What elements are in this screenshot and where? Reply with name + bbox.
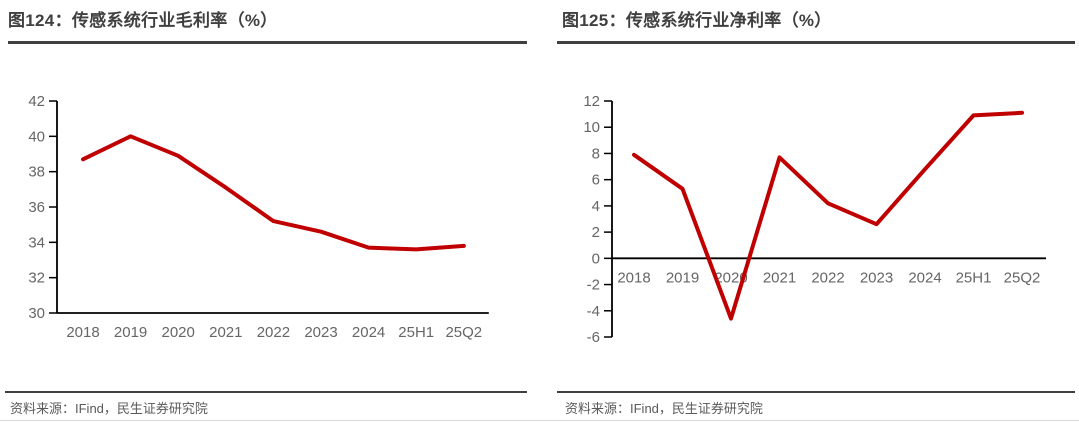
x-category-label: 2023 xyxy=(304,324,337,341)
chart2-source: 资料来源：IFind，民生证券研究院 xyxy=(565,401,763,416)
x-category-label: 2020 xyxy=(162,324,195,341)
chart2-title: 图125：传感系统行业净利率（%） xyxy=(562,11,832,30)
net-margin-line-chart: -6 -4 -2 0 2 4 6 8 10 12 2018 2019 2020 2021 2022 2023 2… xyxy=(583,93,1046,346)
chart1-title: 图124：传感系统行业毛利率（%） xyxy=(8,11,278,30)
x-category-label: 2024 xyxy=(352,324,385,341)
gross-margin-line-chart: 30 32 34 36 38 40 42 2018 2019 2020 2021 2022 2023 20… xyxy=(28,93,489,341)
y-tick-label: -6 xyxy=(587,329,600,346)
chart1-source: 资料来源：IFind，民生证券研究院 xyxy=(10,401,208,416)
y-tick-label: 40 xyxy=(28,128,45,145)
y-tick-label: -4 xyxy=(587,303,600,320)
x-category-label: 25Q2 xyxy=(1004,269,1041,286)
x-category-label: 2024 xyxy=(908,269,941,286)
y-tick-label: 36 xyxy=(28,199,45,216)
x-category-label: 2021 xyxy=(763,269,796,286)
chart2-title-rule xyxy=(557,41,1075,44)
y-tick-label: 30 xyxy=(28,305,45,322)
x-category-label: 2022 xyxy=(257,324,290,341)
x-category-label: 2018 xyxy=(66,324,99,341)
y-tick-label: 34 xyxy=(28,234,45,251)
x-category-label: 25H1 xyxy=(398,324,434,341)
y-tick-label: 38 xyxy=(28,164,45,181)
y-tick-label: 10 xyxy=(583,119,600,136)
chart1-title-rule xyxy=(8,41,527,44)
data-line xyxy=(81,134,466,252)
x-category-label: 2023 xyxy=(860,269,893,286)
chart2-source-rule xyxy=(557,391,1075,393)
x-category-label: 2018 xyxy=(617,269,650,286)
y-tick-label: -2 xyxy=(587,277,600,294)
y-tick-label: 12 xyxy=(583,93,600,110)
chart1-source-rule xyxy=(5,391,527,393)
y-tick-label: 8 xyxy=(592,145,600,162)
x-category-label: 2022 xyxy=(811,269,844,286)
x-category-label: 2020 xyxy=(714,269,747,286)
y-tick-label: 6 xyxy=(592,172,600,189)
y-tick-label: 2 xyxy=(592,224,600,241)
y-tick-label: 32 xyxy=(28,270,45,287)
x-category-label: 2021 xyxy=(209,324,242,341)
y-tick-label: 0 xyxy=(592,250,600,267)
x-category-label: 25H1 xyxy=(956,269,992,286)
x-category-label: 2019 xyxy=(666,269,699,286)
y-tick-label: 42 xyxy=(28,93,45,110)
x-category-label: 25Q2 xyxy=(445,324,482,341)
data-line xyxy=(632,110,1024,321)
y-tick-label: 4 xyxy=(592,198,600,215)
bottom-divider xyxy=(0,420,1079,421)
x-category-label: 2019 xyxy=(114,324,147,341)
